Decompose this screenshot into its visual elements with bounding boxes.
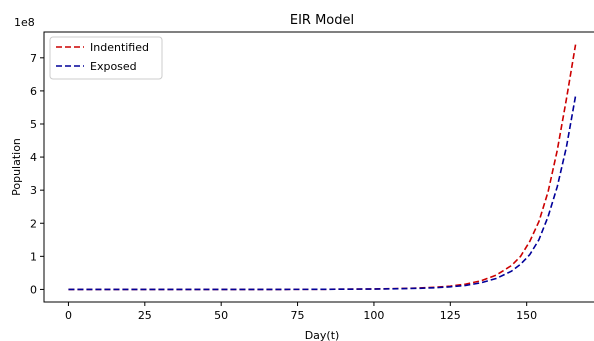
legend-label-exposed: Exposed	[90, 60, 137, 73]
y-tick-label: 5	[30, 118, 37, 131]
x-tick-label: 150	[516, 309, 537, 322]
series-line-exposed	[68, 95, 577, 291]
x-tick-label: 75	[291, 309, 305, 322]
y-axis-ticks: 0 1 2 3 4 5 6 7	[30, 52, 44, 296]
y-tick-label: 6	[30, 85, 37, 98]
x-axis-ticks: 0 25 50 75 100 125 150	[65, 302, 537, 322]
series-line-indentified	[68, 44, 577, 291]
x-tick-label: 25	[138, 309, 152, 322]
y-tick-label: 4	[30, 151, 37, 164]
y-tick-label: 7	[30, 52, 37, 65]
series-layer	[68, 44, 577, 291]
x-tick-label: 125	[440, 309, 461, 322]
x-axis-label: Day(t)	[305, 329, 340, 341]
x-tick-label: 50	[214, 309, 228, 322]
y-tick-label: 3	[30, 184, 37, 197]
chart-title: EIR Model	[290, 13, 354, 28]
y-tick-label: 0	[30, 283, 37, 296]
y-scale-label: 1e8	[14, 16, 35, 29]
plot-frame	[43, 31, 594, 303]
legend: Indentified Exposed	[49, 36, 163, 80]
y-tick-label: 2	[30, 217, 37, 230]
y-axis-label: Population	[10, 138, 23, 196]
x-tick-label: 0	[65, 309, 72, 322]
y-tick-label: 1	[30, 250, 37, 263]
legend-label-indentified: Indentified	[90, 41, 149, 54]
x-tick-label: 100	[363, 309, 384, 322]
